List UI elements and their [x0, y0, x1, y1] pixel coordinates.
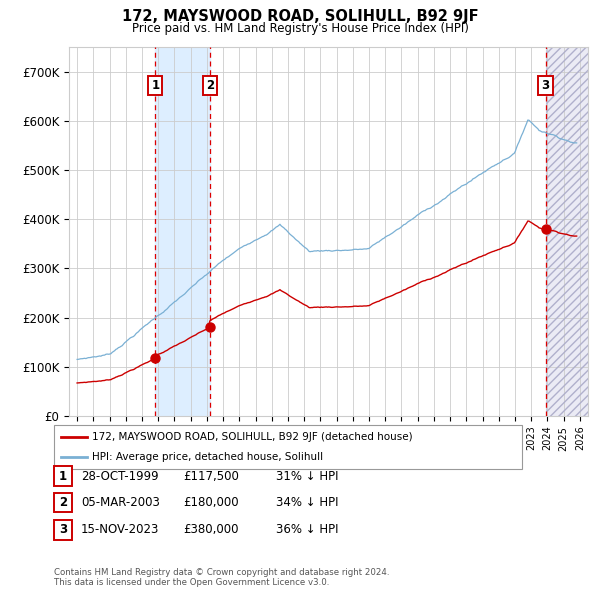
- Bar: [545, 47, 588, 416]
- Text: Price paid vs. HM Land Registry's House Price Index (HPI): Price paid vs. HM Land Registry's House …: [131, 22, 469, 35]
- Text: 31% ↓ HPI: 31% ↓ HPI: [276, 470, 338, 483]
- Text: 34% ↓ HPI: 34% ↓ HPI: [276, 496, 338, 509]
- Text: £180,000: £180,000: [183, 496, 239, 509]
- Text: 3: 3: [59, 523, 67, 536]
- Text: 28-OCT-1999: 28-OCT-1999: [81, 470, 158, 483]
- Text: 1: 1: [59, 470, 67, 483]
- Text: 172, MAYSWOOD ROAD, SOLIHULL, B92 9JF (detached house): 172, MAYSWOOD ROAD, SOLIHULL, B92 9JF (d…: [92, 432, 412, 442]
- Text: 2: 2: [206, 80, 214, 93]
- Text: HPI: Average price, detached house, Solihull: HPI: Average price, detached house, Soli…: [92, 452, 323, 461]
- Bar: [155, 47, 210, 416]
- Text: 15-NOV-2023: 15-NOV-2023: [81, 523, 160, 536]
- Text: Contains HM Land Registry data © Crown copyright and database right 2024.
This d: Contains HM Land Registry data © Crown c…: [54, 568, 389, 587]
- Text: 3: 3: [541, 80, 550, 93]
- Text: 05-MAR-2003: 05-MAR-2003: [81, 496, 160, 509]
- Text: 36% ↓ HPI: 36% ↓ HPI: [276, 523, 338, 536]
- Text: £380,000: £380,000: [183, 523, 239, 536]
- Text: £117,500: £117,500: [183, 470, 239, 483]
- Text: 172, MAYSWOOD ROAD, SOLIHULL, B92 9JF: 172, MAYSWOOD ROAD, SOLIHULL, B92 9JF: [122, 9, 478, 24]
- Text: 2: 2: [59, 496, 67, 509]
- Text: 1: 1: [151, 80, 160, 93]
- Bar: [545, 47, 588, 416]
